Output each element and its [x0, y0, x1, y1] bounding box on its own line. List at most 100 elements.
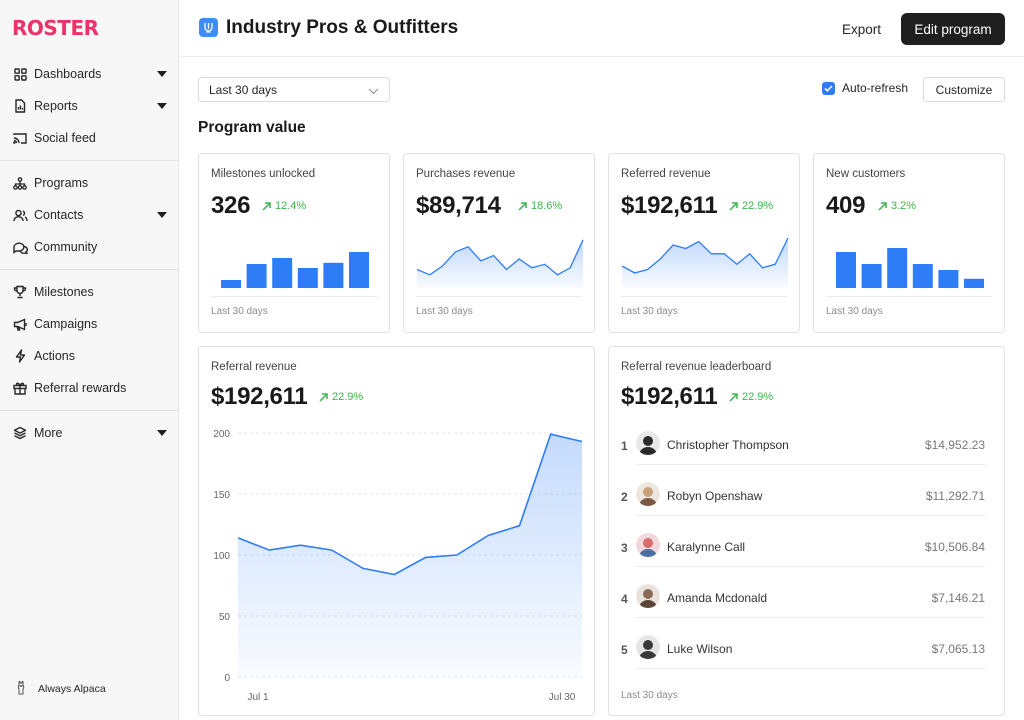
kpi-label: Milestones unlocked — [211, 168, 316, 180]
row-divider — [636, 515, 985, 516]
leaderboard-amount: $7,065.13 — [931, 642, 985, 656]
sidebar-item-label: Contacts — [34, 208, 84, 222]
trend-up-icon — [262, 201, 271, 211]
kpi-change-value: 12.4% — [275, 200, 307, 212]
date-range-select[interactable]: Last 30 days — [198, 77, 390, 102]
kpi-label: Referred revenue — [621, 168, 711, 180]
sidebar-item-label: Campaigns — [34, 317, 98, 331]
sidebar-item-milestones[interactable]: Milestones — [0, 276, 179, 308]
sidebar-item-dashboards[interactable]: Dashboards — [0, 58, 179, 90]
leaderboard-name: Luke Wilson — [667, 642, 733, 656]
kpi-change: 18.6% — [518, 200, 562, 212]
sidebar-item-actions[interactable]: Actions — [0, 340, 179, 372]
leaderboard-change: 22.9% — [729, 391, 773, 403]
sidebar-item-label: Actions — [34, 349, 75, 363]
kpi-change-value: 22.9% — [742, 200, 774, 212]
export-button[interactable]: Export — [832, 13, 891, 45]
mini-bar — [964, 278, 984, 288]
kpi-card-milestones[interactable]: Milestones unlocked 326 12.4% Last 30 da… — [198, 153, 390, 333]
x-tick-label: Jul 30 — [549, 692, 576, 703]
lightning-icon — [12, 348, 28, 364]
leaderboard-amount: $11,292.71 — [925, 489, 985, 503]
kpi-value: 409 — [826, 192, 866, 219]
caret-down-icon[interactable] — [157, 103, 167, 109]
chat-bubbles-icon — [12, 239, 28, 255]
sidebar-item-label: Milestones — [34, 285, 94, 299]
nav-group-people: Programs Contacts Community — [0, 167, 179, 263]
y-tick-label: 150 — [213, 490, 230, 501]
sidebar-item-label: More — [34, 426, 63, 440]
mini-bar — [323, 262, 344, 288]
referral-revenue-card: Referral revenue $192,611 22.9% 0 50 100 15… — [198, 346, 595, 716]
referral-revenue-value: $192,611 — [211, 383, 308, 410]
nav-group-engagement: Milestones Campaigns Actions Referral re… — [0, 276, 179, 404]
leaderboard-rank: 4 — [621, 592, 628, 606]
sidebar-item-more[interactable]: More — [0, 417, 179, 449]
trend-up-icon — [518, 201, 527, 211]
sidebar-item-reports[interactable]: Reports — [0, 90, 179, 122]
kpi-card-referred-revenue[interactable]: Referred revenue $192,611 22.9% Last 30 … — [608, 153, 800, 333]
sidebar-item-social-feed[interactable]: Social feed — [0, 122, 179, 154]
leaderboard-rank: 5 — [621, 643, 628, 657]
caret-down-icon[interactable] — [157, 212, 167, 218]
mini-bar — [349, 252, 369, 288]
auto-refresh-toggle[interactable]: Auto-refresh — [822, 81, 908, 95]
caret-down-icon[interactable] — [157, 430, 167, 436]
leaderboard-value: $192,611 — [621, 383, 718, 410]
sidebar-item-community[interactable]: Community — [0, 231, 179, 263]
sidebar-item-contacts[interactable]: Contacts — [0, 199, 179, 231]
avatar — [636, 635, 660, 659]
kpi-footer: Last 30 days — [211, 306, 268, 317]
sidebar-item-label: Social feed — [34, 131, 96, 145]
report-icon — [12, 98, 28, 114]
kpi-footer: Last 30 days — [826, 306, 883, 317]
layers-icon — [12, 425, 28, 441]
leaderboard-row[interactable]: 5 Luke Wilson $7,065.13 — [621, 630, 985, 681]
program-logo-icon — [199, 18, 218, 37]
trend-up-icon — [319, 392, 328, 402]
leaderboard-rank: 3 — [621, 541, 628, 555]
mini-bar — [246, 264, 267, 288]
avatar — [636, 533, 660, 557]
referral-revenue-chart[interactable]: 0 50 100 150 200 Jul 1 Jul 30 — [199, 423, 594, 713]
leaderboard-footer: Last 30 days — [621, 690, 678, 701]
page-header: Industry Pros & Outfitters Export Edit p… — [180, 0, 1024, 57]
mini-area-line — [621, 237, 789, 274]
sidebar-item-label: Programs — [34, 176, 89, 190]
kpi-card-new-customers[interactable]: New customers 409 3.2% Last 30 days — [813, 153, 1005, 333]
card-divider — [621, 296, 787, 297]
sidebar-item-programs[interactable]: Programs — [0, 167, 179, 199]
kpi-card-purchases-revenue[interactable]: Purchases revenue $89,714 18.6% Last 30 … — [403, 153, 595, 333]
trophy-icon — [12, 284, 28, 300]
customize-button[interactable]: Customize — [923, 77, 1005, 102]
workspace-switcher[interactable]: Always Alpaca — [12, 680, 106, 698]
kpi-footer: Last 30 days — [621, 306, 678, 317]
kpi-mini-chart — [621, 237, 789, 288]
sidebar-item-referral-rewards[interactable]: Referral rewards — [0, 372, 179, 404]
leaderboard-name: Christopher Thompson — [667, 438, 789, 452]
sidebar-divider — [0, 269, 179, 270]
referral-revenue-change-value: 22.9% — [332, 391, 364, 403]
roster-logo[interactable]: ROSTER — [12, 16, 99, 40]
y-tick-label: 200 — [213, 429, 230, 440]
caret-down-icon[interactable] — [157, 71, 167, 77]
leaderboard-row[interactable]: 1 Christopher Thompson $14,952.23 — [621, 426, 985, 477]
kpi-value: $89,714 — [416, 192, 501, 219]
mini-bar — [836, 252, 856, 288]
sidebar-item-campaigns[interactable]: Campaigns — [0, 308, 179, 340]
row-divider — [636, 668, 985, 669]
kpi-mini-chart — [836, 248, 984, 288]
leaderboard-row[interactable]: 4 Amanda Mcdonald $7,146.21 — [621, 579, 985, 630]
leaderboard-row[interactable]: 3 Karalynne Call $10,506.84 — [621, 528, 985, 579]
card-divider — [416, 296, 582, 297]
area-fill — [238, 434, 582, 677]
page-title: Industry Pros & Outfitters — [226, 17, 459, 38]
chevron-down-icon — [368, 84, 379, 98]
trend-up-icon — [878, 201, 887, 211]
alpaca-logo-icon — [12, 680, 30, 698]
edit-program-button[interactable]: Edit program — [901, 13, 1005, 45]
workspace-name: Always Alpaca — [38, 683, 106, 695]
auto-refresh-checkbox[interactable] — [822, 81, 835, 95]
leaderboard-row[interactable]: 2 Robyn Openshaw $11,292.71 — [621, 477, 985, 528]
leaderboard-amount: $14,952.23 — [924, 438, 985, 452]
